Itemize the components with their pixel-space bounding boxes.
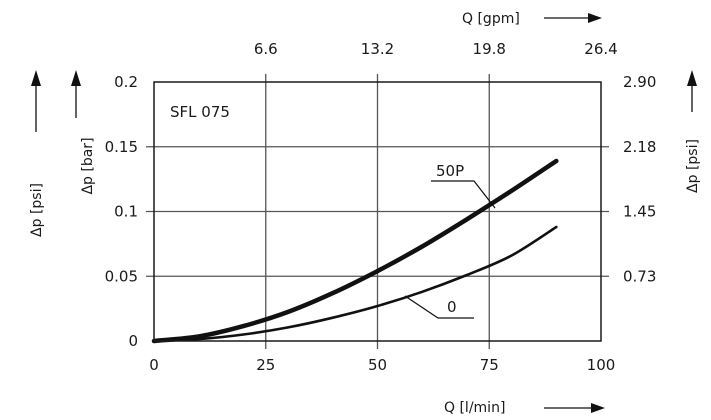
y-left-tick-label: 0.05 [105,267,138,285]
x-top-arrow [544,13,602,23]
series-curves [151,158,559,344]
y-right-tick-label: 2.18 [623,138,656,156]
x-top-tick-label: 26.4 [584,40,617,58]
x-top-axis-title: Q [gpm] [462,11,520,27]
y-left-tick-label: 0.2 [114,73,138,91]
x-bottom-tick-label: 25 [256,356,275,374]
y-right-tick-label: 0.73 [623,267,656,285]
grid-lines [146,74,609,349]
y-left-bar-axis-title: Δp [bar] [80,137,96,194]
series-0-curve [152,225,558,343]
x-bottom-tick-label: 75 [480,356,499,374]
x-top-tick-label: 13.2 [361,40,394,58]
plot-frame [153,81,602,342]
y-left-tick-label: 0.1 [114,203,138,221]
y-left-tick-label: 0 [128,332,138,350]
series-0-label: 0 [447,298,457,316]
y-outer-psi-arrow [31,70,41,132]
x-bottom-arrow [544,403,605,413]
x-top-tick-label: 19.8 [473,40,506,58]
series-50p-leader [431,180,496,209]
y-right-psi-arrow [687,70,697,112]
y-right-tick-label: 1.45 [623,203,656,221]
x-bottom-tick-label: 50 [368,356,387,374]
y-outer-psi-axis-title: Δp [psi] [29,183,45,237]
y-left-bar-arrow [71,70,81,118]
x-top-tick-label: 6.6 [254,40,278,58]
series-50p-label: 50P [436,162,464,180]
tick-labels: 0 25 50 75 100 6.6 13.2 19.8 26.4 0 0.05 0.1 0.15 0.2… [105,40,657,374]
series-50p-curve [151,158,559,344]
x-bottom-axis-title: Q [l/min] [444,400,505,416]
y-right-psi-axis-title: Δp [psi] [685,139,701,193]
x-bottom-tick-label: 100 [587,356,616,374]
x-bottom-tick-label: 0 [149,356,159,374]
annotation-label: SFL 075 [170,103,230,121]
series-0-leader [404,295,474,319]
y-left-tick-label: 0.15 [105,138,138,156]
y-right-tick-label: 2.90 [623,73,656,91]
